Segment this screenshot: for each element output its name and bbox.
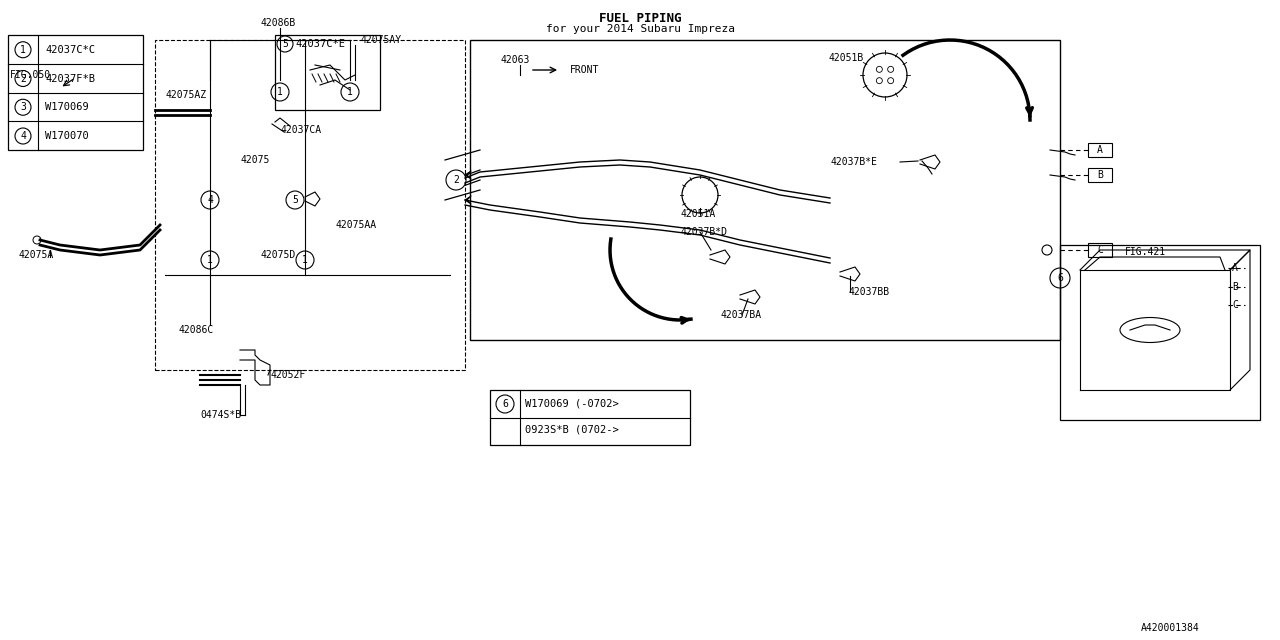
Text: 42086B: 42086B	[260, 18, 296, 28]
Text: FUEL PIPING: FUEL PIPING	[599, 12, 681, 25]
Text: 0923S*B (0702->: 0923S*B (0702->	[525, 425, 618, 435]
Text: 3: 3	[20, 102, 26, 112]
Text: 5: 5	[292, 195, 298, 205]
Text: 42037BA: 42037BA	[721, 310, 762, 320]
Text: FIG.050: FIG.050	[10, 70, 51, 80]
Text: W170069 (-0702>: W170069 (-0702>	[525, 398, 618, 408]
Text: 42063: 42063	[500, 55, 530, 65]
Text: 42075A: 42075A	[18, 250, 54, 260]
Bar	[1060, 245, 1260, 420]
Bar	[470, 40, 1060, 340]
Text: 1: 1	[207, 255, 212, 265]
Text: B: B	[1231, 282, 1238, 292]
Text: 42037B*D: 42037B*D	[680, 227, 727, 237]
Text: 42051B: 42051B	[828, 53, 863, 63]
Text: 42037C*E: 42037C*E	[294, 39, 346, 49]
Text: 42037C*C: 42037C*C	[45, 45, 95, 55]
Text: C: C	[1231, 300, 1238, 310]
Text: 42037BB: 42037BB	[849, 287, 890, 297]
Text: 6: 6	[502, 399, 508, 409]
Bar	[1088, 168, 1112, 182]
Text: 0474S*B: 0474S*B	[200, 410, 241, 420]
Text: 1: 1	[20, 45, 26, 55]
Text: 42037CA: 42037CA	[280, 125, 321, 135]
Text: A: A	[1097, 145, 1103, 155]
Text: 42075AZ: 42075AZ	[165, 90, 206, 100]
Text: W170070: W170070	[45, 131, 88, 141]
Text: C: C	[1097, 245, 1103, 255]
Text: 42051A: 42051A	[680, 209, 716, 219]
Text: 4: 4	[20, 131, 26, 141]
Bar	[490, 390, 690, 445]
Text: FIG.421: FIG.421	[1125, 247, 1166, 257]
Text: FRONT: FRONT	[570, 65, 599, 75]
Text: A: A	[1231, 263, 1238, 273]
Text: 5: 5	[282, 39, 288, 49]
Text: W170069: W170069	[45, 102, 88, 112]
Text: 42075: 42075	[241, 155, 269, 165]
Text: 2: 2	[453, 175, 460, 185]
Bar	[8, 35, 143, 150]
Text: 1: 1	[302, 255, 308, 265]
Text: 42075D: 42075D	[260, 250, 296, 260]
Text: 42037F*B: 42037F*B	[45, 74, 95, 83]
Text: 4: 4	[207, 195, 212, 205]
Bar	[275, 35, 380, 110]
Text: 42075AA: 42075AA	[335, 220, 376, 230]
Text: 2: 2	[20, 74, 26, 83]
Bar	[1088, 243, 1112, 257]
Text: 6: 6	[1057, 273, 1062, 283]
Text: 42075AY: 42075AY	[360, 35, 401, 45]
Text: 1: 1	[347, 87, 353, 97]
Text: B: B	[1097, 170, 1103, 180]
Bar	[155, 40, 465, 370]
Bar	[1088, 143, 1112, 157]
Text: A420001384: A420001384	[1142, 623, 1201, 633]
Text: 42052F: 42052F	[270, 370, 305, 380]
Text: 1: 1	[276, 87, 283, 97]
Text: 42037B*E: 42037B*E	[829, 157, 877, 167]
Text: 42086C: 42086C	[178, 325, 214, 335]
Text: for your 2014 Subaru Impreza: for your 2014 Subaru Impreza	[545, 24, 735, 34]
